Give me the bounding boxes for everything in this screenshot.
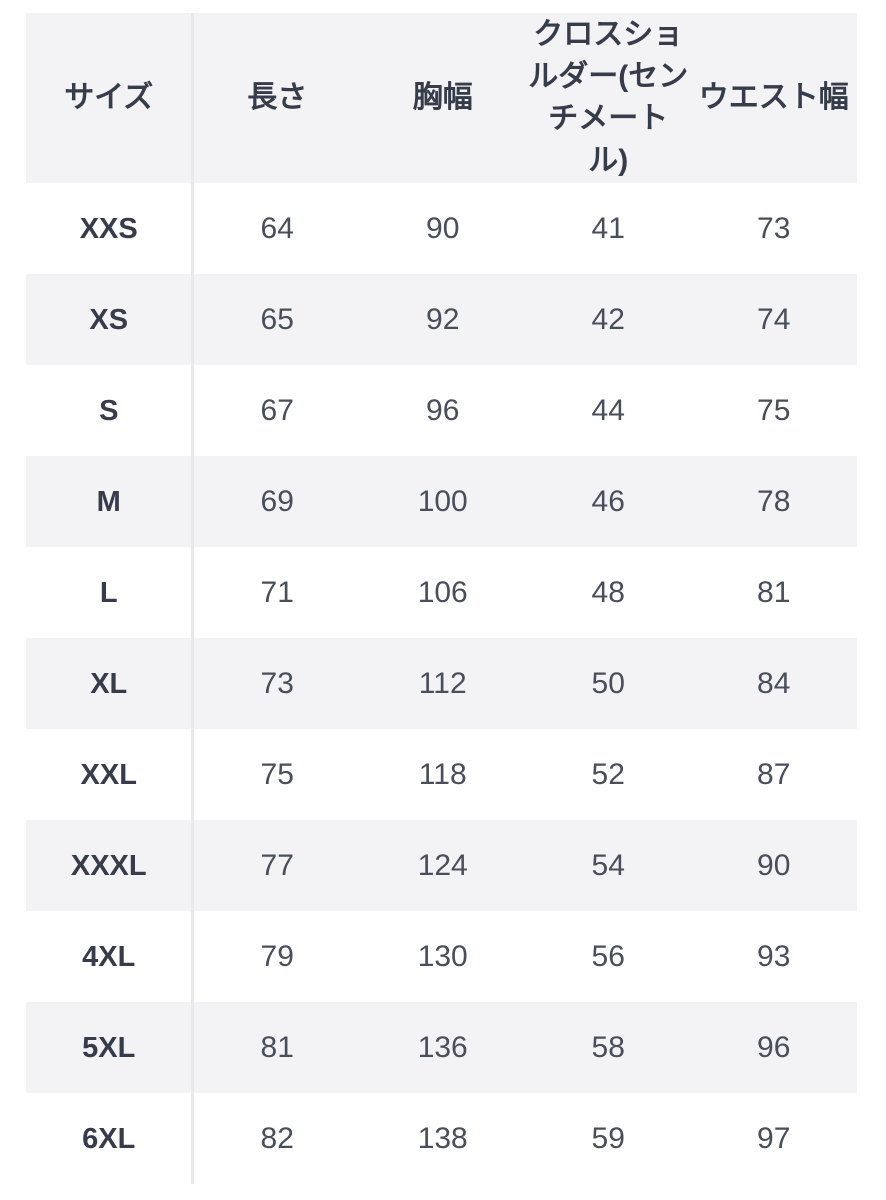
- cell-cross-shoulder: 48: [591, 575, 625, 609]
- cell-cross-shoulder: 44: [591, 393, 625, 427]
- cell-cross-shoulder: 56: [591, 939, 625, 973]
- cell-length: 79: [260, 939, 294, 973]
- table-row-xl: XL 73 112 50 84: [26, 638, 857, 729]
- cell-waist-width: 84: [757, 666, 791, 700]
- cell-chest-width: 136: [417, 1030, 468, 1064]
- cell-waist-width: 75: [757, 393, 791, 427]
- cell-waist-width: 93: [757, 939, 791, 973]
- cell-length: 64: [260, 211, 294, 245]
- cell-waist-width: 74: [757, 302, 791, 336]
- table-row-6xl: 6XL 82 138 59 97: [26, 1093, 857, 1184]
- cell-length: 65: [260, 302, 294, 336]
- cell-length: 75: [260, 757, 294, 791]
- cell-chest-width: 112: [418, 666, 467, 700]
- cell-length: 82: [260, 1121, 294, 1155]
- cell-waist-width: 96: [757, 1030, 791, 1064]
- size-label: XL: [26, 638, 195, 729]
- cell-chest-width: 130: [417, 939, 468, 973]
- header-row: サイズ 長さ 胸幅 クロスショ ルダー(セン チメート ル) ウエスト幅: [26, 13, 857, 183]
- cell-chest-width: 90: [426, 211, 460, 245]
- table-row-4xl: 4XL 79 130 56 93: [26, 911, 857, 1002]
- size-label: 5XL: [26, 1002, 195, 1093]
- cell-length: 73: [260, 666, 294, 700]
- table-row-xxl: XXL 75 118 52 87: [26, 729, 857, 820]
- cell-chest-width: 124: [417, 848, 468, 882]
- table-row-xxxl: XXXL 77 124 54 90: [26, 820, 857, 911]
- table-row-xs: XS 65 92 42 74: [26, 274, 857, 365]
- table-row-s: S 67 96 44 75: [26, 365, 857, 456]
- cell-waist-width: 97: [757, 1121, 791, 1155]
- header-cross-shoulder-cm: クロスショ ルダー(セン チメート ル): [528, 18, 689, 177]
- size-label: M: [26, 456, 195, 547]
- size-label: XXXL: [26, 820, 195, 911]
- table-row-l: L 71 106 48 81: [26, 547, 857, 638]
- cell-waist-width: 73: [757, 211, 791, 245]
- size-label: S: [26, 365, 195, 456]
- cell-length: 81: [260, 1030, 294, 1064]
- cell-length: 71: [260, 575, 294, 609]
- table-row-5xl: 5XL 81 136 58 96: [26, 1002, 857, 1093]
- cell-cross-shoulder: 58: [591, 1030, 625, 1064]
- size-chart-table: サイズ 長さ 胸幅 クロスショ ルダー(セン チメート ル) ウエスト幅 XXS…: [26, 13, 858, 1184]
- cell-cross-shoulder: 54: [591, 848, 625, 882]
- header-size: サイズ: [26, 13, 195, 183]
- table-row-m: M 69 100 46 78: [26, 456, 857, 547]
- cell-waist-width: 78: [757, 484, 791, 518]
- cell-cross-shoulder: 41: [591, 211, 625, 245]
- size-label: 4XL: [26, 911, 195, 1002]
- cell-length: 69: [260, 484, 294, 518]
- size-label: XS: [26, 274, 195, 365]
- cell-chest-width: 118: [418, 757, 467, 791]
- header-waist-width: ウエスト幅: [698, 81, 849, 114]
- cell-chest-width: 100: [417, 484, 468, 518]
- cell-waist-width: 87: [757, 757, 791, 791]
- cell-waist-width: 81: [757, 575, 791, 609]
- cell-cross-shoulder: 42: [591, 302, 625, 336]
- size-label: XXL: [26, 729, 195, 820]
- cell-chest-width: 96: [426, 393, 460, 427]
- size-label: XXS: [26, 183, 195, 274]
- cell-waist-width: 90: [757, 848, 791, 882]
- cell-chest-width: 106: [417, 575, 468, 609]
- table-row-xxs: XXS 64 90 41 73: [26, 183, 857, 274]
- cell-cross-shoulder: 52: [591, 757, 625, 791]
- header-length: 長さ: [247, 81, 308, 114]
- size-label: 6XL: [26, 1093, 195, 1184]
- cell-cross-shoulder: 59: [591, 1121, 625, 1155]
- cell-chest-width: 92: [426, 302, 460, 336]
- cell-length: 77: [260, 848, 294, 882]
- cell-cross-shoulder: 46: [591, 484, 625, 518]
- cell-length: 67: [260, 393, 294, 427]
- cell-chest-width: 138: [417, 1121, 468, 1155]
- size-label: L: [26, 547, 195, 638]
- cell-cross-shoulder: 50: [591, 666, 625, 700]
- header-chest-width: 胸幅: [412, 81, 473, 114]
